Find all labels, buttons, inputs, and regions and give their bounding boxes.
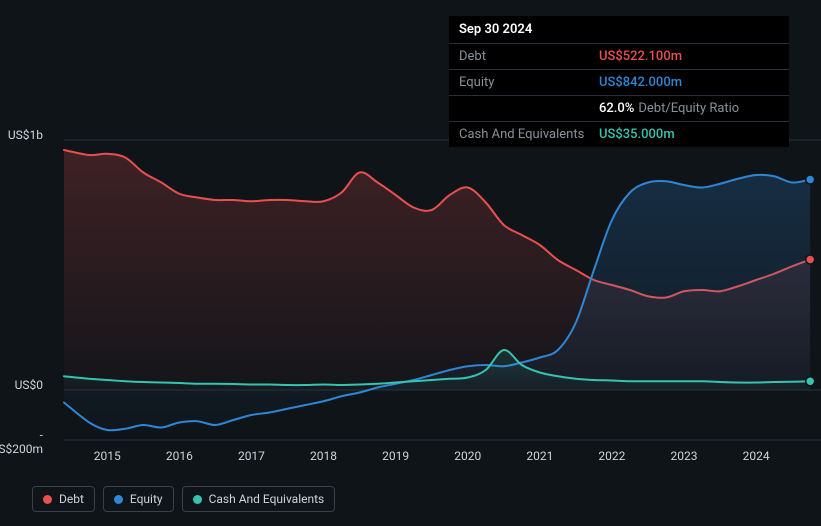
legend-dot-icon [114, 495, 123, 504]
x-axis-tick-label: 2016 [166, 449, 193, 463]
legend-item[interactable]: Equity [103, 486, 174, 512]
tooltip-row-label [459, 101, 599, 116]
legend-label: Debt [59, 492, 84, 506]
y-axis-tick-label: US$0 [15, 378, 43, 392]
x-axis-tick-label: 2020 [454, 449, 481, 463]
legend-dot-icon [193, 495, 202, 504]
tooltip-row-suffix: Debt/Equity Ratio [638, 101, 739, 116]
x-axis-tick-label: 2017 [238, 449, 265, 463]
legend-label: Cash And Equivalents [209, 492, 325, 506]
chart-tooltip: Sep 30 2024 DebtUS$522.100mEquityUS$842.… [449, 16, 789, 147]
tooltip-row: DebtUS$522.100m [449, 44, 789, 70]
tooltip-row-label: Equity [459, 75, 599, 90]
x-axis-tick-label: 2023 [671, 449, 698, 463]
tooltip-row-label: Cash And Equivalents [459, 127, 599, 142]
y-axis-tick-label: -US$200m [0, 428, 43, 456]
legend-item[interactable]: Debt [32, 486, 95, 512]
x-axis-tick-label: 2021 [526, 449, 553, 463]
x-axis-tick-label: 2022 [598, 449, 625, 463]
legend-dot-icon [43, 495, 52, 504]
tooltip-row: Cash And EquivalentsUS$35.000m [449, 122, 789, 147]
tooltip-row: EquityUS$842.000m [449, 70, 789, 96]
chart-legend: Debt Equity Cash And Equivalents [32, 486, 335, 512]
tooltip-row-value: 62.0% [599, 101, 634, 116]
tooltip-row-label: Debt [459, 49, 599, 64]
tooltip-row-value: US$842.000m [599, 75, 682, 90]
x-axis-tick-label: 2024 [743, 449, 770, 463]
tooltip-date: Sep 30 2024 [449, 16, 789, 44]
legend-label: Equity [130, 492, 163, 506]
tooltip-row-value: US$522.100m [599, 49, 682, 64]
x-axis-tick-label: 2018 [310, 449, 337, 463]
chart-container: US$1bUS$0-US$200m 2015201620172018201920… [16, 0, 805, 526]
legend-item[interactable]: Cash And Equivalents [182, 486, 336, 512]
tooltip-row-value: US$35.000m [599, 127, 675, 142]
x-axis-tick-label: 2015 [94, 449, 121, 463]
y-axis-tick-label: US$1b [8, 128, 43, 142]
tooltip-row: 62.0% Debt/Equity Ratio [449, 96, 789, 122]
x-axis-tick-label: 2019 [382, 449, 409, 463]
